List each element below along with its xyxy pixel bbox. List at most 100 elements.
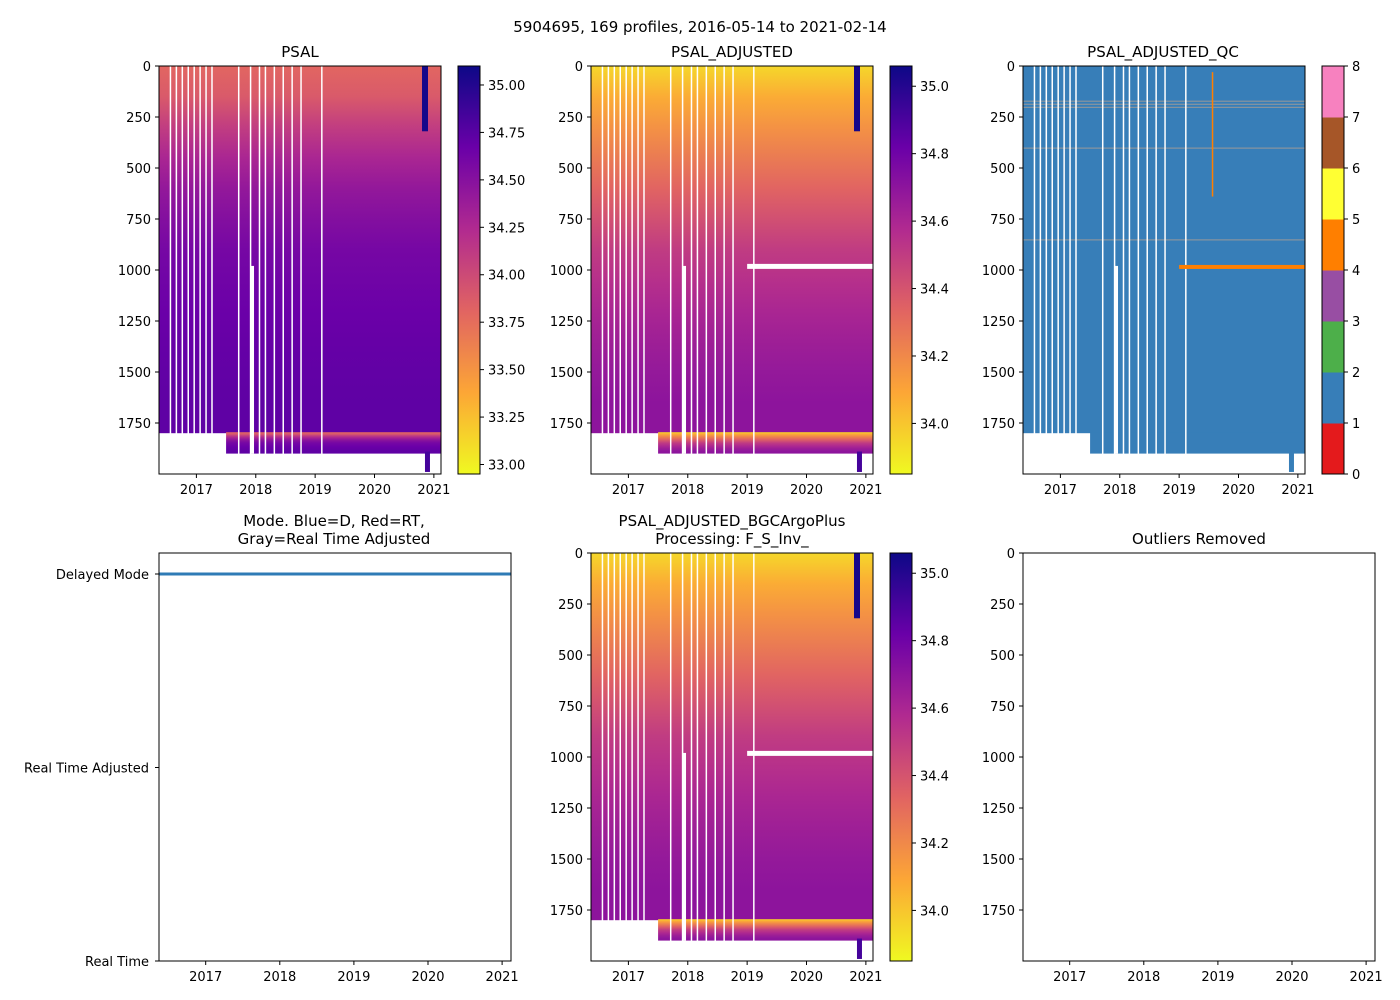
psal-profile-gap [199,66,201,474]
bgc-profile-gap [690,553,693,961]
psal-profile-gap [193,66,195,474]
psal_adjusted-gap-band [747,263,873,269]
panel-psal-adjusted-title: PSAL_ADJUSTED [671,43,793,62]
psal-colorbar-tick-label: 33.75 [488,316,525,331]
bgc-data [591,553,873,961]
outliers-ytick-label: 1250 [982,802,1015,817]
psal_adjusted_qc-profile-gap [1137,66,1140,474]
psal-colorbar-fill [458,66,480,474]
bgc-profile-gap [631,553,633,961]
psal_adjusted_qc-qc8-line [1023,103,1305,105]
psal-profile-gap [291,66,293,474]
outliers-frame [1022,552,1376,962]
psal_adjusted_qc-profile-gap [1113,66,1116,474]
bgc-colorbar-frame [889,552,913,962]
panel-mode-title-line-1: Mode. Blue=D, Red=RT, [243,512,425,530]
psal-colorbar-tick-label: 33.50 [488,364,525,379]
bgc-profile-gap [705,553,708,961]
psal_adjusted_qc-colorbar-tick-label: 3 [1352,315,1360,330]
psal_adjusted-colorbar-fill [890,66,912,474]
bgc-ytick-label: 1500 [550,853,583,868]
psal_adjusted_qc-colorbar-tick-label: 1 [1352,417,1360,432]
psal_adjusted-profile-gap [696,66,699,474]
psal-field [159,66,441,434]
psal_adjusted_qc-ytick-label: 1000 [982,264,1015,279]
psal_adjusted_qc-xtick-label: 2020 [1222,483,1255,498]
psal_adjusted_qc-ytick-label: 1250 [982,315,1015,330]
psal_adjusted_qc-colorbar-bin [1322,168,1344,220]
bgc-colorbar-tick-label: 34.4 [920,770,949,785]
psal_adjusted-xtick-label: 2018 [671,483,704,498]
psal_adjusted_qc-ytick-label: 750 [990,213,1015,228]
bgc-xtick-label: 2021 [849,970,882,985]
panel-outliers: Outliers Removed 2017 2018 2019 2020 2021 0 25… [982,530,1383,985]
psal_adjusted-profile-gap [607,66,610,474]
psal-profile-gap [251,265,255,454]
bgc-profile-gap [696,553,699,961]
psal_adjusted-colorbar-tick-label: 34.4 [920,283,949,298]
psal-profile-gap [282,66,284,474]
panel-mode-plot: Delayed Mode Real Time Adjusted Real Time 2… [24,552,519,985]
psal_adjusted_qc-qc4-streak [1211,72,1214,197]
bgc-ytick-label: 250 [558,598,583,613]
bgc-profile-gap [601,553,604,961]
psal_adjusted_qc-colorbar-tick-label: 0 [1352,468,1360,483]
psal-xtick-label: 2018 [239,483,272,498]
psal_adjusted_qc-profile-gap [1115,265,1119,454]
bgc-ytick-label: 500 [558,649,583,664]
psal_adjusted-profile-gap [601,66,604,474]
bgc-colorbar-fill [890,553,912,961]
psal-profile-gap [237,66,240,474]
psal-ytick-label: 0 [143,60,151,75]
psal_adjusted_qc-profile-gap [1057,66,1059,474]
psal_adjusted-profile-gap [631,66,633,474]
psal_adjusted_qc-data [1023,66,1305,474]
psal-xtick-label: 2020 [358,483,391,498]
psal-profile-gap [205,66,207,474]
psal_adjusted_qc-colorbar-tick-label: 2 [1352,366,1360,381]
psal_adjusted-profile-gap [714,66,716,474]
bgc-colorbar-tick-label: 35.0 [920,567,949,582]
psal_adjusted-ytick-label: 250 [558,111,583,126]
psal_adjusted-colorbar-tick-label: 34.2 [920,350,949,365]
bgc-xtick-label: 2018 [671,970,704,985]
psal_adjusted_qc-qc8-line [1023,106,1305,108]
psal_adjusted-xtick-label: 2020 [790,483,823,498]
psal-colorbar-frame [457,65,481,475]
bgc-profile-gap [753,553,755,961]
psal_adjusted-profile-gap [619,66,621,474]
outliers-xtick-label: 2017 [1053,970,1086,985]
psal-data [159,66,441,474]
psal-ytick-label: 1500 [118,366,151,381]
psal_adjusted-profile-gap [681,66,684,474]
psal-colorbar-tick-label: 34.00 [488,269,525,284]
psal_adjusted-ytick-label: 1500 [550,366,583,381]
panel-psal-adjusted-plot: 2017 2018 2019 2020 2021 0 250 500 750 1000 1250 15… [550,60,949,498]
bgc-ytick-label: 750 [558,700,583,715]
psal_adjusted_qc-qc8-line [1023,147,1305,149]
bgc-colorbar-tick-label: 34.6 [920,702,949,717]
psal-colorbar-tick-label: 34.75 [488,126,525,141]
psal_adjusted-profile-gap [705,66,708,474]
psal-profile-gap [187,66,189,474]
psal-colorbar-tick-label: 33.25 [488,411,525,426]
psal-colorbar-tick-label: 35.00 [488,79,525,94]
psal-colorbar-tick-label: 33.00 [488,459,525,474]
bgc-deep-tail [856,938,862,959]
psal-ytick-label: 1000 [118,264,151,279]
psal_adjusted_qc-profile-gap [1045,66,1048,474]
outliers-xtick-label: 2019 [1201,970,1234,985]
psal_adjusted-ytick-label: 500 [558,162,583,177]
psal-colorbar-tick-label: 34.50 [488,174,525,189]
bgc-ytick-label: 1250 [550,802,583,817]
psal_adjusted_qc-colorbar-bin [1322,372,1344,424]
bgc-ytick-label: 0 [575,547,583,562]
bgc-profile-gap [732,553,734,961]
panel-psal-adjusted-qc: PSAL_ADJUSTED_QC 2017 2018 2019 2020 2021025… [982,43,1360,498]
psal-ytick-label: 500 [126,162,151,177]
psal-profile-gap [249,66,252,474]
mode-xtick-label: 2017 [189,970,222,985]
psal_adjusted-ytick-label: 1250 [550,315,583,330]
psal_adjusted-ytick-label: 1750 [550,417,583,432]
psal-xtick-label: 2017 [180,483,213,498]
